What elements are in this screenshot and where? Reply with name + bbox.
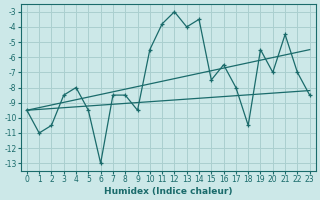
X-axis label: Humidex (Indice chaleur): Humidex (Indice chaleur) bbox=[104, 187, 233, 196]
